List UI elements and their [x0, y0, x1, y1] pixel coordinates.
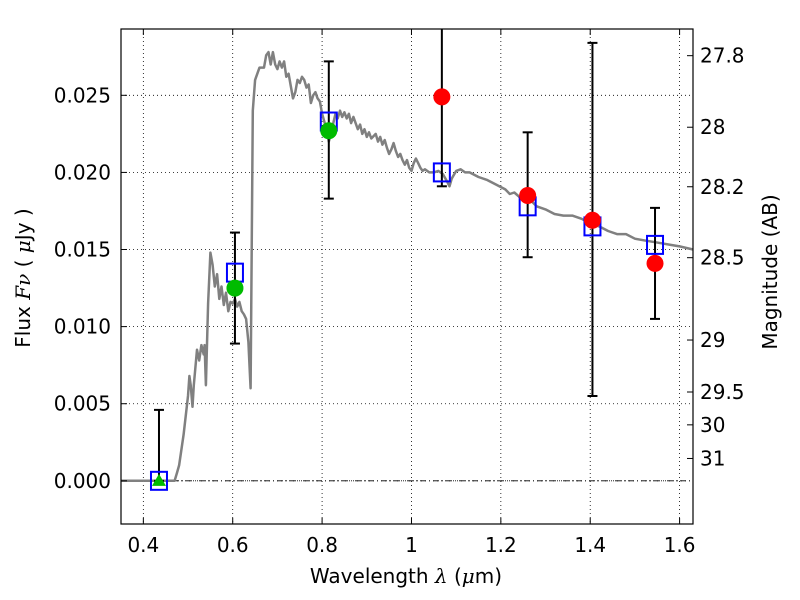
red-data-point	[583, 211, 601, 229]
right-tick-label: 28	[700, 115, 725, 139]
y-axis-label-part: μ	[11, 240, 35, 253]
y-tick-label: 0.005	[54, 392, 111, 416]
x-tick-label: 1.2	[485, 533, 517, 557]
observed-points	[151, 88, 664, 486]
right-tick-label: 28.2	[700, 175, 745, 199]
y-tick-label: 0.020	[54, 160, 111, 184]
y-tick-label: 0.015	[54, 238, 111, 262]
x-axis-label-part: λ	[434, 564, 448, 588]
x-axis-label-part: m)	[475, 564, 502, 588]
x-tick-label: 1.6	[664, 533, 696, 557]
right-tick-label: 29	[700, 328, 725, 352]
x-axis-ticks: 0.4 0.6 0.8 1 1.2 1.4 1.6	[127, 29, 696, 557]
green-upper-limit-triangle	[151, 473, 166, 486]
x-tick-label: 0.6	[217, 533, 249, 557]
y-axis-label-part: Jy )	[11, 208, 35, 242]
model-flux-square	[432, 162, 451, 183]
sed-model-line	[121, 50, 694, 483]
x-axis-label: Wavelength λ (μm)	[310, 564, 502, 588]
y-axis-label: Flux Fν ( μJy )	[11, 208, 35, 347]
right-axis-ticks: 27.8 28 28.2 28.5 29 29.5 30 31	[687, 44, 745, 470]
y-axis-label-part: (	[11, 253, 35, 274]
y-tick-label: 0.025	[54, 83, 111, 107]
right-tick-label: 29.5	[700, 380, 745, 404]
x-tick-label: 0.8	[306, 533, 338, 557]
y-tick-label: 0.000	[54, 469, 111, 493]
right-tick-label: 28.5	[700, 246, 745, 270]
green-data-point	[226, 279, 244, 297]
red-data-point	[433, 88, 451, 106]
red-data-point	[646, 254, 664, 272]
right-tick-label: 27.8	[700, 44, 745, 68]
model-flux-square	[646, 234, 665, 255]
right-tick-label: 31	[700, 446, 725, 470]
plot-frame	[120, 28, 694, 525]
x-tick-label: 1	[405, 533, 418, 557]
x-tick-label: 1.4	[574, 533, 606, 557]
red-data-point	[519, 187, 537, 205]
y-axis-label-part: Fν	[11, 274, 35, 301]
right-tick-label: 30	[700, 413, 725, 437]
sed-model-curve	[121, 50, 694, 483]
y-axis-ticks: 0.000 0.005 0.010 0.015 0.020 0.025	[54, 83, 127, 493]
grid	[121, 29, 693, 524]
green-data-point	[320, 122, 338, 140]
model-flux-square	[149, 470, 168, 491]
right-axis-label: Magnitude (AB)	[758, 194, 782, 349]
y-tick-label: 0.010	[54, 315, 111, 339]
x-tick-label: 0.4	[127, 533, 159, 557]
x-axis-label-part: (	[448, 564, 462, 588]
y-axis-label-part: Flux	[11, 300, 35, 348]
x-axis-label-part: μ	[462, 564, 475, 588]
x-axis-label-part: Wavelength	[310, 564, 435, 588]
